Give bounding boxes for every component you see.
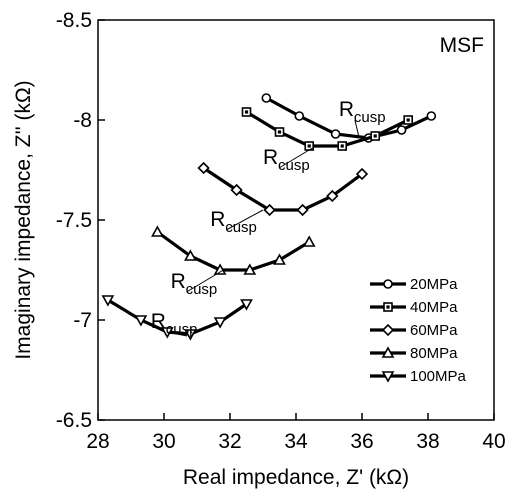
annotation-subscript: cusp [354,109,386,126]
legend-label: 80MPa [410,345,458,362]
y-tick-label: -7 [73,309,92,332]
x-tick-label: 32 [218,430,241,453]
y-axis-title: Imaginary impedance, Z'' (kΩ) [12,80,35,359]
legend-label: 100MPa [410,368,467,385]
annotation-subscript: cusp [186,281,218,298]
legend-marker [384,280,392,288]
data-point [371,132,379,140]
x-tick-label: 40 [482,430,505,453]
data-point [404,116,412,124]
legend-label: 20MPa [410,276,458,293]
legend-item: 80MPa [370,345,458,362]
x-tick-label: 30 [152,430,175,453]
annotations-group: RcuspRcuspRcuspRcuspRcusp [151,98,386,338]
legend-label: 60MPa [410,322,458,339]
y-tick-label: -7.5 [56,209,92,232]
data-point [398,126,406,134]
y-tick-label: -8.5 [56,9,92,32]
y-tick-label: -6.5 [56,409,92,432]
data-point [338,142,346,150]
legend: 20MPa 40MPa 60MPa 80MPa 100MPa [370,276,467,385]
x-tick-label: 38 [416,430,439,453]
data-point [276,128,284,136]
annotation-main-text: R [210,208,225,231]
data-point [332,130,340,138]
legend-item: 100MPa [370,368,467,385]
data-point [304,237,314,246]
annotation-main-text: R [263,146,278,169]
rcusp-annotation: Rcusp [210,208,263,236]
rcusp-annotation: Rcusp [171,270,224,298]
data-point [427,112,435,120]
y-tick-label: -8 [73,109,92,132]
annotation-subscript: cusp [278,157,310,174]
x-tick-label: 34 [284,430,308,453]
x-tick-label: 36 [350,430,373,453]
legend-item: 40MPa [370,299,458,316]
x-tick-label: 28 [86,430,109,453]
x-axis-title: Real impedance, Z' (kΩ) [183,466,409,489]
legend-marker [383,325,393,335]
panel-label: MSF [440,34,484,57]
annotation-subscript: cusp [166,321,198,338]
legend-item: 20MPa [370,276,458,293]
rcusp-annotation: Rcusp [151,310,198,338]
legend-label: 40MPa [410,299,458,316]
series-line [157,232,309,270]
data-point [295,112,303,120]
legend-marker [384,303,392,311]
annotation-main-text: R [339,98,354,121]
annotation-subscript: cusp [225,219,257,236]
data-point [152,227,162,236]
annotation-main-text: R [171,270,186,293]
data-point [298,205,308,215]
series-line [204,168,362,210]
rcusp-annotation: Rcusp [339,98,386,136]
data-point [262,94,270,102]
annotation-main-text: R [151,310,166,333]
axis-ticks: 28 30 32 34 36 38 40 -8.5 -8 -7.5 -7 -6.5 [56,9,506,453]
data-point [243,108,251,116]
legend-item: 60MPa [370,322,458,339]
